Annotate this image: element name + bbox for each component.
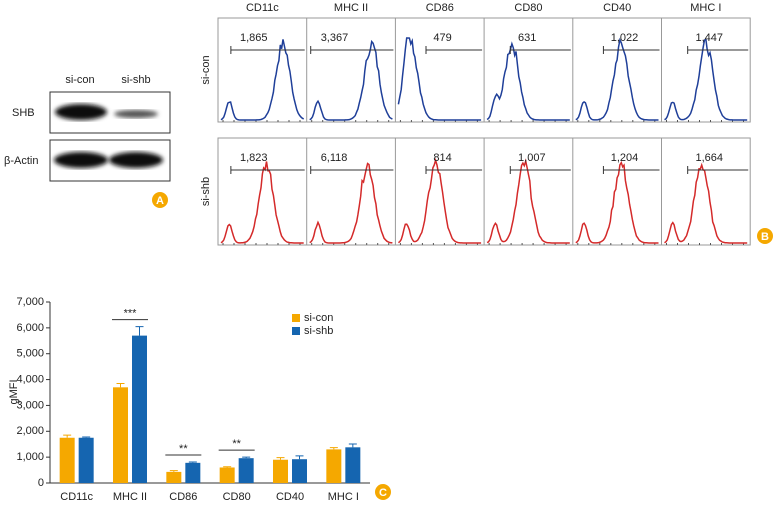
bar	[219, 467, 235, 483]
bar	[78, 437, 94, 483]
mfi-label: 1,204	[611, 152, 639, 164]
panel-label: B	[761, 231, 769, 243]
error-bar	[329, 447, 338, 450]
legend-swatch	[292, 327, 300, 335]
panel-badge	[757, 228, 773, 244]
histogram-curve	[220, 161, 304, 244]
error-bar	[63, 434, 72, 438]
y-tick-label: 1,000	[16, 451, 44, 463]
x-tick-label: CD86	[169, 491, 197, 503]
bar	[292, 459, 307, 483]
blot-band	[114, 110, 158, 118]
histogram-curve	[397, 37, 482, 121]
significance-label: **	[232, 438, 241, 450]
histogram-curve	[664, 162, 748, 244]
x-tick-label: CD40	[276, 491, 304, 503]
bar	[59, 437, 75, 483]
mfi-label: 814	[433, 152, 451, 164]
panel-label: C	[379, 487, 387, 499]
marker-header: MHC II	[334, 2, 368, 14]
histogram-curve	[397, 157, 482, 244]
lane-label: si-shb	[121, 74, 150, 86]
histogram-curve	[575, 37, 659, 121]
y-tick-label: 7,000	[16, 296, 44, 308]
histogram-curve	[575, 160, 659, 244]
mfi-label: 6,118	[321, 152, 348, 164]
blot-band	[55, 104, 107, 120]
y-tick-label: 4,000	[16, 373, 44, 385]
blot-band	[54, 152, 108, 168]
bar	[113, 387, 128, 483]
error-bar	[116, 382, 125, 388]
mfi-label: 3,367	[321, 32, 349, 44]
error-bar	[242, 456, 251, 459]
marker-header: MHC I	[690, 2, 721, 14]
significance-label: ***	[124, 307, 138, 319]
panel-badge	[375, 484, 391, 500]
histogram-curve	[220, 39, 305, 121]
bar	[166, 471, 182, 483]
mfi-label: 1,823	[240, 152, 268, 164]
bar	[345, 447, 361, 483]
error-bar	[295, 455, 304, 460]
mfi-label: 479	[433, 32, 451, 44]
bar	[185, 462, 201, 483]
y-axis-label: gMFI	[8, 379, 20, 404]
marker-header: CD11c	[246, 2, 279, 14]
mfi-label: 1,865	[240, 32, 268, 44]
error-bar	[348, 443, 357, 448]
histogram-curve	[309, 39, 393, 121]
error-bar	[276, 457, 285, 460]
error-bar	[169, 470, 178, 472]
bar	[326, 449, 342, 483]
mfi-label: 631	[518, 32, 536, 44]
legend-label: si-con	[304, 312, 333, 324]
marker-header: CD86	[426, 2, 454, 14]
significance-label: **	[179, 443, 188, 455]
mfi-label: 1,447	[695, 32, 723, 44]
legend-label: si-shb	[304, 325, 333, 337]
mfi-label: 1,007	[518, 152, 546, 164]
row-label: si-shb	[200, 177, 212, 206]
error-bar	[188, 461, 197, 463]
histogram-curve	[309, 162, 393, 244]
histogram-curve	[486, 158, 570, 244]
y-tick-label: 6,000	[16, 322, 44, 334]
lane-label: si-con	[65, 74, 94, 86]
histogram-curve	[486, 41, 570, 121]
histogram-curve	[664, 38, 748, 121]
legend-swatch	[292, 314, 300, 322]
x-tick-label: CD80	[223, 491, 251, 503]
row-label: si-con	[200, 55, 212, 84]
error-bar	[82, 436, 91, 438]
protein-label: β-Actin	[4, 155, 38, 167]
panel-label: A	[156, 195, 164, 207]
x-tick-label: CD11c	[60, 491, 93, 503]
error-bar	[135, 326, 144, 336]
mfi-label: 1,664	[695, 152, 723, 164]
y-tick-label: 0	[38, 477, 44, 489]
panel-badge	[152, 192, 168, 208]
y-tick-label: 5,000	[16, 348, 44, 360]
x-tick-label: MHC II	[113, 491, 147, 503]
x-tick-label: MHC I	[328, 491, 359, 503]
marker-header: CD40	[603, 2, 631, 14]
y-tick-label: 3,000	[16, 399, 44, 411]
protein-label: SHB	[12, 107, 35, 119]
bar	[132, 335, 147, 483]
error-bar	[223, 466, 232, 468]
bar	[238, 458, 254, 483]
marker-header: CD80	[514, 2, 542, 14]
y-tick-label: 2,000	[16, 425, 44, 437]
blot-band	[109, 152, 163, 168]
bar	[273, 459, 288, 483]
mfi-label: 1,022	[611, 32, 639, 44]
